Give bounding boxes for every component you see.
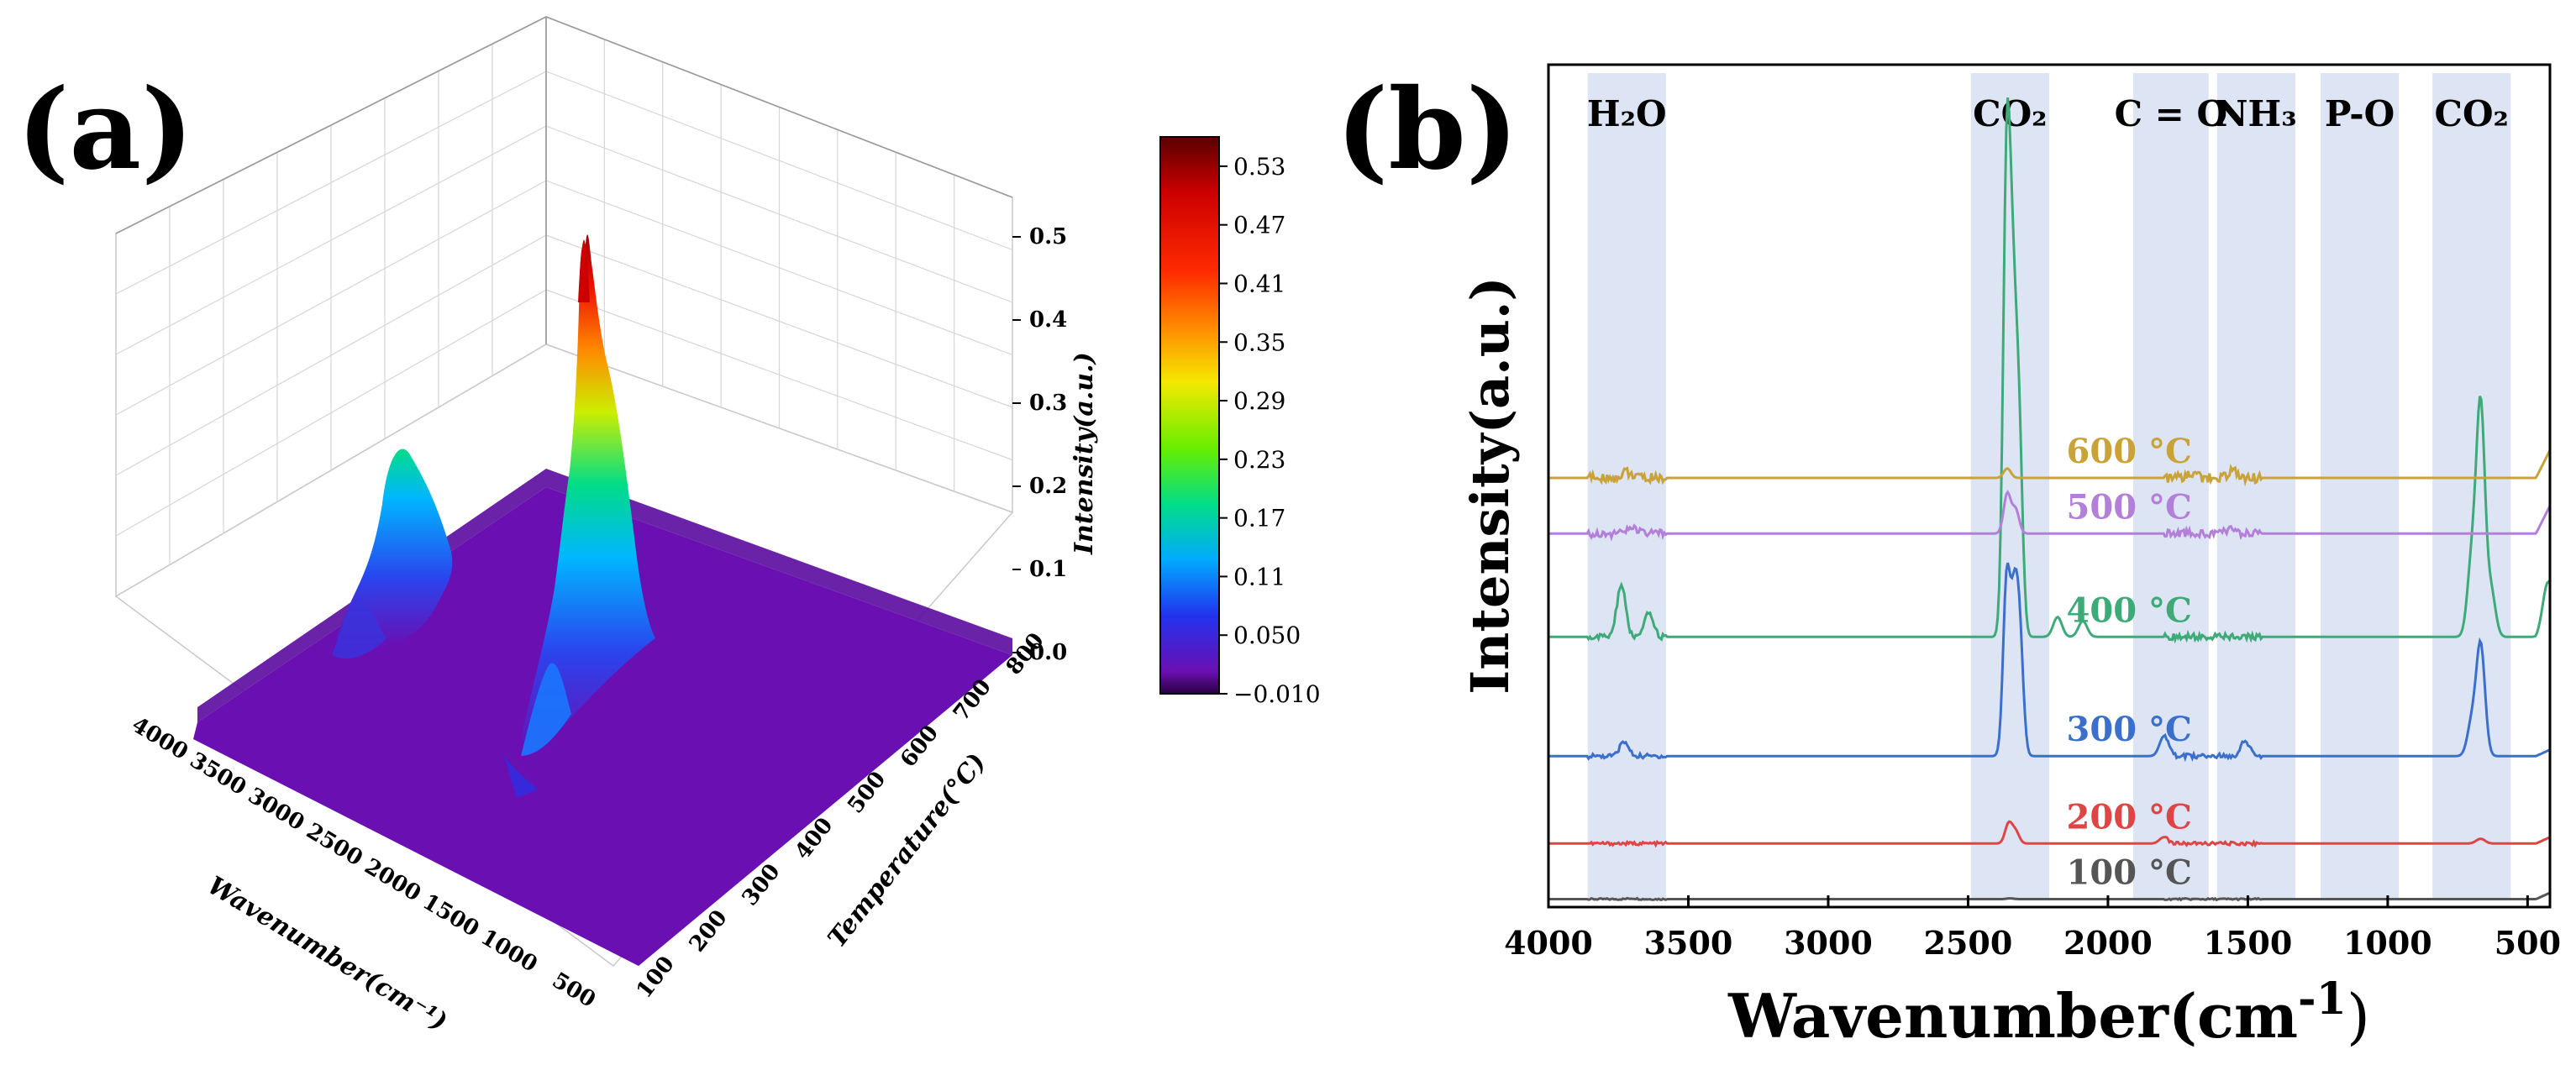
band-label: CO₂ <box>2435 93 2509 134</box>
x-tick-label-b: 1000 <box>2343 924 2432 962</box>
x-axis-label-b-sup: -1 <box>2298 973 2347 1025</box>
series-label: 500 °C <box>2067 487 2192 527</box>
x-tick-label-3d: 4000 <box>127 712 192 765</box>
band-label: NH₃ <box>2216 93 2296 134</box>
axes-box-edges <box>115 16 1013 344</box>
peak-co2 <box>521 234 655 757</box>
band-region <box>2132 73 2209 899</box>
grid-3d <box>115 39 1013 565</box>
series-label: 400 °C <box>2067 590 2192 630</box>
series-line <box>1548 97 2552 644</box>
series-label: 200 °C <box>2067 797 2192 837</box>
series-label: 100 °C <box>2067 853 2192 893</box>
series-label: 600 °C <box>2067 432 2192 471</box>
surface-top-band <box>197 469 1012 722</box>
surface-3d <box>193 234 1012 966</box>
z-ticks-3d: 0.0 0.1 0.2 0.3 0.4 0.5 <box>1012 224 1067 665</box>
x-axis-label-b: Wavenumber(cm-1) <box>1727 973 2370 1052</box>
plot-frame-b <box>1547 63 2552 909</box>
x-tick-label-3d: 2000 <box>360 854 425 907</box>
panel-label-b: (b) <box>1336 65 1518 195</box>
z-tick-label-3d: 0.5 <box>1029 224 1067 249</box>
panel-label-a: (a) <box>17 65 193 195</box>
band-region <box>2432 73 2511 899</box>
peak-h2o <box>336 449 453 649</box>
series-lines <box>1548 97 2552 902</box>
z-tick-label-3d: 0.0 <box>1029 640 1067 665</box>
colorbar-tick-label: −0.010 <box>1233 680 1321 708</box>
x-tick-label-b: 2000 <box>2063 924 2153 962</box>
series-line <box>1548 449 2552 487</box>
colorbar-tick-label: 0.41 <box>1233 270 1285 297</box>
z-tick-label-3d: 0.1 <box>1029 557 1067 582</box>
x-tick-label-b: 1500 <box>2204 924 2293 962</box>
x-tick-label-b: 2500 <box>1924 924 2013 962</box>
band-region <box>1587 73 1666 899</box>
x-tick-label-b: 4000 <box>1504 924 1593 962</box>
x-tick-label-b: 3500 <box>1644 924 1733 962</box>
y-axis-label-b: Intensity(a.u.) <box>1459 276 1521 694</box>
colorbar-tick-label: 0.29 <box>1233 387 1285 415</box>
x-tick-label-3d: 2500 <box>302 818 366 871</box>
x-tick-label-3d: 500 <box>548 968 600 1013</box>
series-line <box>1548 490 2552 542</box>
x-axis-label-b-close: ) <box>2347 981 2370 1052</box>
peak-co2-shoulder <box>521 663 571 756</box>
band-region <box>1970 73 2049 899</box>
series-label: 300 °C <box>2067 710 2192 749</box>
band-regions <box>1587 73 2511 899</box>
colorbar: 0.53 0.47 0.41 0.35 0.29 0.23 0.17 0.11 0.050 −0.… <box>1159 136 1321 708</box>
series-line <box>1548 562 2551 763</box>
band-label: P-O <box>2325 93 2395 134</box>
colorbar-tick-label: 0.53 <box>1233 153 1285 181</box>
x-tick-label-3d: 1000 <box>476 925 541 978</box>
colorbar-tick-label: 0.11 <box>1233 563 1285 590</box>
colorbar-tick-label: 0.47 <box>1233 212 1285 239</box>
x-tick-label-b: 500 <box>2495 924 2561 962</box>
x-ticks-b: 4000 3500 3000 2500 2000 1500 1000 500 <box>1504 895 2561 962</box>
series-line <box>1548 891 2551 902</box>
band-region <box>2320 73 2400 899</box>
series-line <box>1548 820 2551 848</box>
band-region <box>2216 73 2296 899</box>
x-tick-label-3d: 1500 <box>418 889 483 942</box>
peak-co2-spike <box>578 239 590 302</box>
colorbar-tick-label: 0.17 <box>1233 505 1285 532</box>
x-tick-label-b: 3000 <box>1784 924 1873 962</box>
colorbar-tick-label: 0.23 <box>1233 446 1285 474</box>
band-label: H₂O <box>1587 93 1667 134</box>
peak-h2o-low <box>332 597 386 658</box>
peak-co2-tail <box>504 756 538 798</box>
colorbar-gradient <box>1159 136 1220 695</box>
colorbar-ticks: 0.53 0.47 0.41 0.35 0.29 0.23 0.17 0.11 0.050 −0.… <box>1219 153 1321 708</box>
x-axis-label-b-main: Wavenumber(cm <box>1727 980 2298 1052</box>
series-labels: 100 °C 200 °C 300 °C 400 °C 500 °C 600 °C <box>2067 432 2192 893</box>
colorbar-tick-label: 0.35 <box>1233 328 1285 356</box>
z-tick-label-3d: 0.4 <box>1029 307 1067 333</box>
z-tick-label-3d: 0.2 <box>1029 474 1067 499</box>
band-label: C = O <box>2115 93 2227 134</box>
z-tick-label-3d: 0.3 <box>1029 391 1067 416</box>
colorbar-tick-label: 0.050 <box>1233 622 1301 649</box>
z-axis-label-3d: Intensity(a.u.) <box>1070 352 1099 555</box>
